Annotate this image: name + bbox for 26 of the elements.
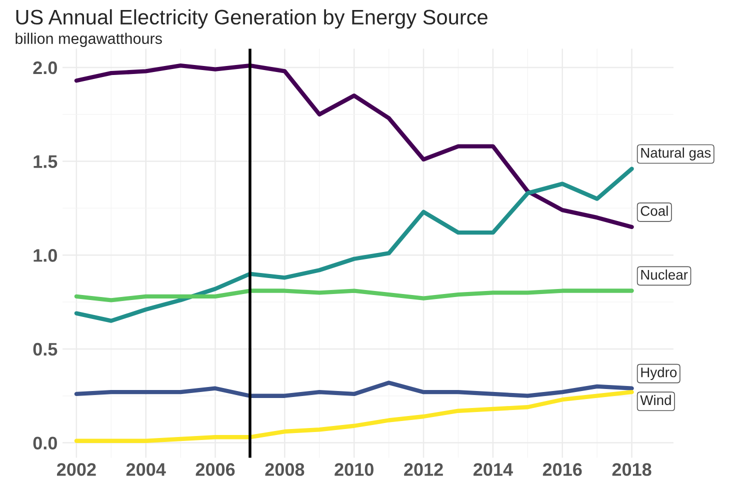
line-series xyxy=(74,64,634,230)
series-label: Nuclear xyxy=(641,269,688,280)
chart-title: US Annual Electricity Generation by Energy Source xyxy=(16,9,488,29)
x-tick-label: 2004 xyxy=(126,463,166,476)
x-tick-label: 2012 xyxy=(404,463,443,476)
series-label: Wind xyxy=(640,394,671,406)
line-series xyxy=(74,380,634,398)
y-tick-label: 0.5 xyxy=(33,342,58,356)
series-label: Hydro xyxy=(641,367,677,380)
y-tick-label: 1.0 xyxy=(34,249,57,262)
y-tick-label: 1.5 xyxy=(34,155,58,168)
y-tick-label: 0.0 xyxy=(33,436,57,450)
x-tick-label: 2006 xyxy=(196,463,235,476)
x-tick-label: 2016 xyxy=(542,463,582,476)
line-series xyxy=(74,166,634,323)
x-tick-label: 2014 xyxy=(474,463,513,476)
chart-subtitle: billion megawatthours xyxy=(16,32,162,47)
series-label: Natural gas xyxy=(641,148,711,160)
series-label: Coal xyxy=(640,206,668,216)
x-tick-label: 2018 xyxy=(612,463,652,476)
x-tick-label: 2002 xyxy=(56,463,96,476)
line-series xyxy=(74,288,634,302)
y-tick-label: 2.0 xyxy=(33,61,57,74)
x-tick-label: 2008 xyxy=(265,463,304,476)
x-tick-label: 2010 xyxy=(334,463,374,476)
line-series xyxy=(74,390,634,443)
